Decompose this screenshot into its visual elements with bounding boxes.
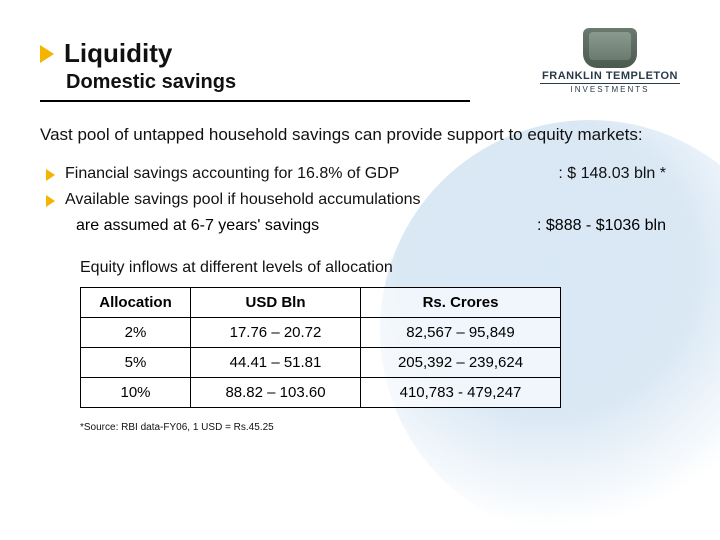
table-row: 5% 44.41 – 51.81 205,392 – 239,624 xyxy=(81,347,561,377)
col-header: Allocation xyxy=(81,287,191,317)
cell: 5% xyxy=(81,347,191,377)
bullet-item: Financial savings accounting for 16.8% o… xyxy=(46,165,666,183)
col-header: USD Bln xyxy=(191,287,361,317)
intro-text: Vast pool of untapped household savings … xyxy=(40,124,650,147)
bullet-arrow-icon xyxy=(46,169,55,181)
slide-content: Liquidity Domestic savings Vast pool of … xyxy=(0,0,720,433)
table-caption: Equity inflows at different levels of al… xyxy=(80,259,680,277)
bullet-item: Available savings pool if household accu… xyxy=(46,191,666,209)
bullet-arrow-icon xyxy=(46,195,55,207)
bullet-list: Financial savings accounting for 16.8% o… xyxy=(46,165,680,235)
footnote: *Source: RBI data-FY06, 1 USD = Rs.45.25 xyxy=(80,422,680,433)
bullet-text: Available savings pool if household accu… xyxy=(65,191,420,209)
table-row: 2% 17.76 – 20.72 82,567 – 95,849 xyxy=(81,317,561,347)
cell: 410,783 - 479,247 xyxy=(361,377,561,407)
table-row: 10% 88.82 – 103.60 410,783 - 479,247 xyxy=(81,377,561,407)
bullet-value: : $888 - $1036 bln xyxy=(537,217,666,235)
allocation-table: Allocation USD Bln Rs. Crores 2% 17.76 –… xyxy=(80,287,561,408)
cell: 2% xyxy=(81,317,191,347)
title-arrow-icon xyxy=(40,45,54,63)
cell: 17.76 – 20.72 xyxy=(191,317,361,347)
cell: 88.82 – 103.60 xyxy=(191,377,361,407)
col-header: Rs. Crores xyxy=(361,287,561,317)
cell: 205,392 – 239,624 xyxy=(361,347,561,377)
bullet-cont-text: are assumed at 6-7 years' savings xyxy=(76,217,319,235)
cell: 44.41 – 51.81 xyxy=(191,347,361,377)
bullet-text: Financial savings accounting for 16.8% o… xyxy=(65,165,399,183)
title-row: Liquidity xyxy=(40,38,680,69)
bullet-value: : $ 148.03 bln * xyxy=(558,165,666,183)
cell: 10% xyxy=(81,377,191,407)
cell: 82,567 – 95,849 xyxy=(361,317,561,347)
page-subtitle: Domestic savings xyxy=(40,71,470,102)
table-header-row: Allocation USD Bln Rs. Crores xyxy=(81,287,561,317)
bullet-continuation: are assumed at 6-7 years' savings : $888… xyxy=(76,217,666,235)
page-title: Liquidity xyxy=(64,38,172,69)
